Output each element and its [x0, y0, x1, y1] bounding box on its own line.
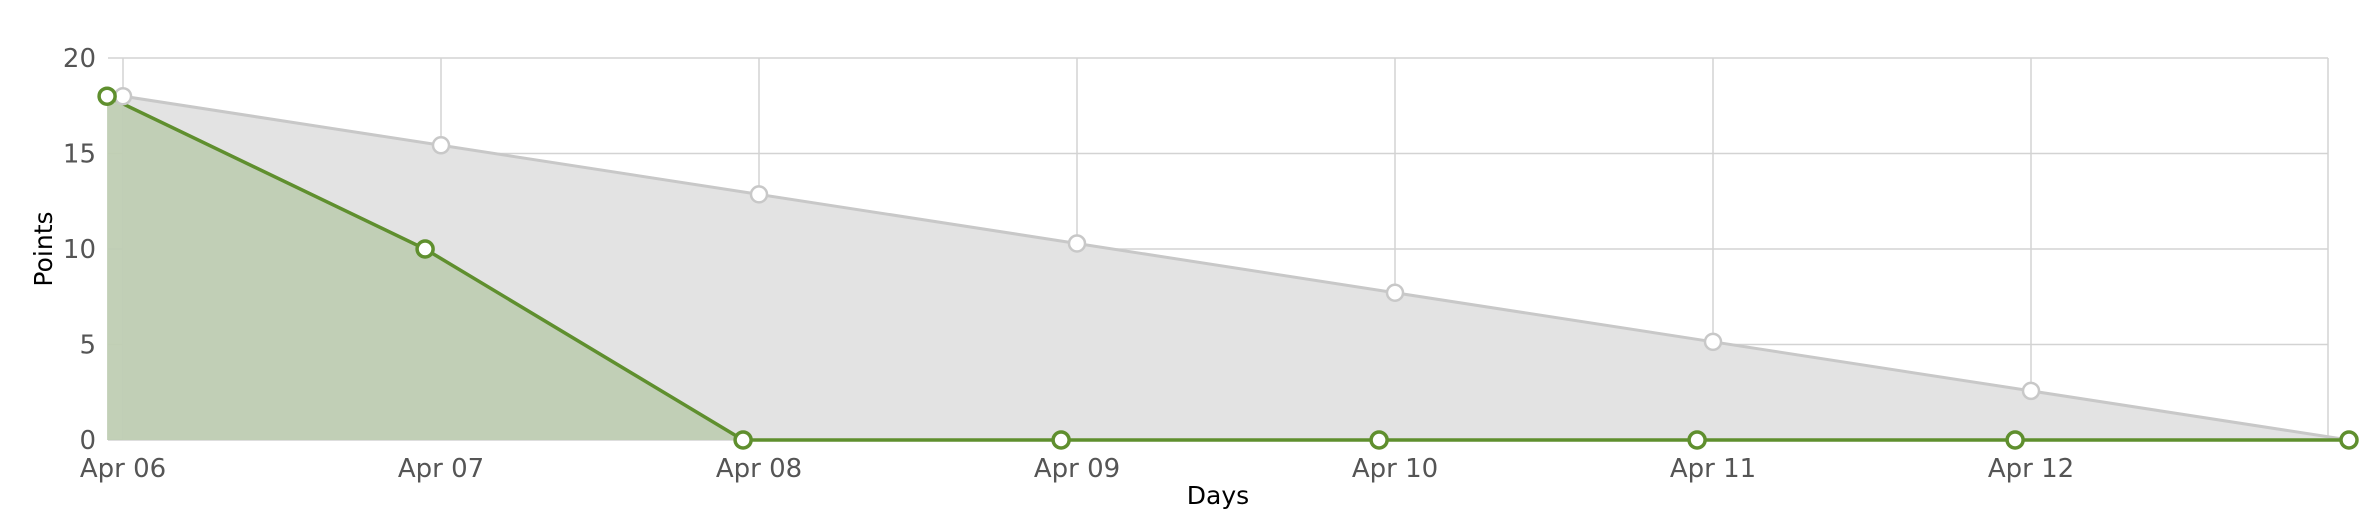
actual-point	[2339, 430, 2359, 450]
x-tick-label: Apr 08	[716, 454, 802, 484]
ideal-point	[749, 185, 769, 204]
ideal-point	[113, 86, 133, 106]
actual-point	[733, 430, 753, 450]
y-tick-label: 5	[79, 331, 96, 361]
actual-area	[107, 96, 2349, 440]
y-axis-title: Points	[29, 211, 58, 286]
actual-line	[106, 94, 2349, 442]
ideal-line	[122, 94, 2350, 442]
ideal-point	[2021, 381, 2041, 401]
actual-point	[415, 239, 435, 259]
x-tick-label: Apr 09	[1034, 454, 1120, 484]
series-points	[97, 86, 2359, 450]
y-tick-label: 15	[63, 140, 96, 170]
actual-point	[2005, 430, 2025, 450]
actual-point	[1687, 430, 1707, 450]
actual-point	[1051, 430, 1071, 450]
x-tick-label: Apr 12	[1988, 454, 2074, 484]
x-tick-label: Apr 06	[80, 454, 166, 484]
actual-point	[97, 86, 117, 106]
y-tick-label: 20	[63, 44, 96, 74]
x-tick-label: Apr 10	[1352, 454, 1438, 484]
x-tick-label: Apr 07	[398, 454, 484, 484]
ideal-point	[431, 136, 451, 155]
ideal-point	[1067, 234, 1087, 253]
tick-labels: 0 5 10 15 20 Apr 06 Apr 07 Apr 08 Apr 09 Apr 10 Ap…	[63, 44, 2074, 484]
y-tick-label: 0	[79, 426, 96, 456]
x-tick-label: Apr 11	[1670, 454, 1756, 484]
actual-point	[1369, 430, 1389, 450]
ideal-point	[1703, 332, 1723, 352]
x-axis-title: Days	[1187, 481, 1249, 510]
series-lines	[106, 94, 2350, 442]
ideal-point	[1385, 283, 1405, 302]
y-tick-label: 10	[63, 235, 96, 265]
